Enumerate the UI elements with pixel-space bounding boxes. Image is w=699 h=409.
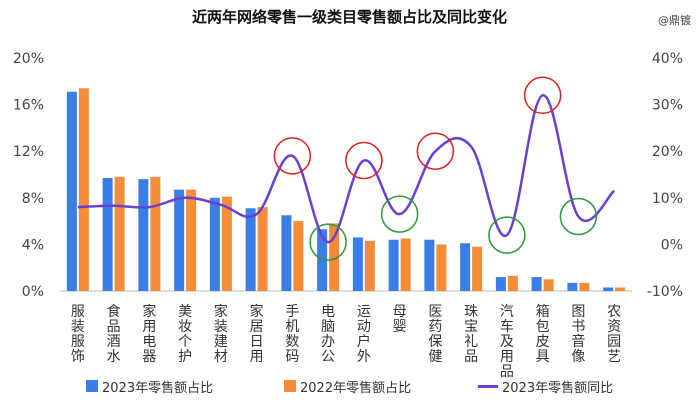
x-tick-label: 电脑办公 [321,304,335,365]
y-left-tick-label: 8% [22,191,44,207]
legend-swatch-2023-share [86,380,98,392]
x-tick-label: 农资园艺 [607,304,621,365]
highlight-circle [380,195,419,233]
bar-2022-share [364,240,375,291]
legend-item-2023-share: 2023年零售额占比 [86,376,213,396]
x-axis-labels: 服装服饰 食品酒水 家用电器 美妆个护 家装建材 家居日用 手机数码 电脑办公 运动户外 母婴医药… [71,303,621,380]
bar-2022-share [150,176,161,291]
x-tick-label: 美妆个护 [178,304,192,365]
y-left-tick-label: 12% [13,144,44,160]
bar-2023-share [245,208,256,291]
chart-title: 近两年网络零售一级类目零售额占比及同比变化 [191,8,507,26]
watermark: @鼎镀 [658,14,691,27]
highlight-circles [273,76,598,261]
axes: 0% -10% 4% 0% 8% 10% 12% 20% 16% 30% 20% 40% [13,51,683,300]
bar-2022-share [400,238,411,291]
bar-2022-share [114,176,125,291]
x-tick-label: 图书音像 [571,304,585,365]
bar-2022-share [615,287,626,291]
x-tick-label: 服装服饰 [71,304,85,365]
bar-2022-share [579,282,590,291]
highlight-circle [345,141,383,180]
y-right-tick-label: 30% [652,98,683,114]
legend-item-2023-yoy: 2023年零售额同比 [478,376,613,396]
y-right-tick-label: 20% [652,144,683,160]
legend-label-2022-share: 2022年零售额占比 [300,380,412,396]
y-left-tick-label: 0% [22,284,44,300]
highlight-circle [309,223,347,261]
bars [66,88,626,291]
bar-2023-share [495,277,506,291]
y-right-tick-label: 0% [661,237,683,253]
bar-2023-share [424,239,435,291]
bar-2022-share [507,275,518,291]
highlight-circle [559,197,598,236]
line-2023-yoy [77,94,616,244]
bar-2023-share [281,215,292,291]
x-tick-label: 手机数码 [285,304,299,365]
highlight-circle [416,132,455,170]
bar-2023-share [460,243,471,291]
x-tick-label: 家用电器 [142,303,156,365]
x-tick-label: 家装建材 [214,303,228,365]
x-tick-label: 家居日用 [250,303,264,365]
bar-2023-share [603,287,614,291]
y-left-tick-label: 4% [22,237,44,253]
legend-swatch-2023-yoy [478,384,498,388]
x-tick-label: 箱包皮具 [536,304,550,365]
bar-2022-share [543,279,554,291]
legend-item-2022-share: 2022年零售额占比 [284,376,411,396]
x-tick-label: 医药保健 [428,304,442,365]
bar-2022-share [329,223,340,291]
bar-2022-share [472,246,483,291]
legend-label-2023-share: 2023年零售额占比 [102,380,214,396]
bar-2022-share [436,244,447,291]
bar-2022-share [78,88,89,291]
x-tick-label: 珠宝礼品 [464,304,478,365]
legend-swatch-2022-share [284,380,296,392]
bar-2022-share [186,189,197,291]
bar-2022-share [257,207,268,291]
bar-2023-share [317,229,328,291]
highlight-circle [273,137,312,175]
y-right-tick-label: -10% [647,284,683,300]
x-tick-label: 运动户外 [357,304,371,365]
highlight-circle [488,216,526,254]
bar-2023-share [174,189,185,291]
bar-2023-share [388,239,399,291]
bar-2023-share [66,91,77,291]
bar-2023-share [138,179,149,291]
bar-2023-share [209,197,220,291]
bar-2023-share [352,237,363,291]
y-right-tick-label: 10% [652,191,683,207]
line-series [77,94,616,244]
x-tick-label: 汽车及用品 [500,304,514,380]
bar-2022-share [221,196,232,291]
legend-label-2023-yoy: 2023年零售额同比 [502,380,614,396]
bar-2023-share [531,277,542,291]
x-tick-label: 母婴 [393,304,407,335]
bar-2023-share [102,177,113,291]
x-tick-label: 食品酒水 [107,303,121,365]
y-left-tick-label: 16% [13,98,44,114]
y-right-tick-label: 40% [652,51,683,67]
highlight-circle [523,76,562,115]
y-left-tick-label: 20% [13,51,44,67]
bar-2023-share [567,282,578,291]
bar-2022-share [293,221,304,291]
